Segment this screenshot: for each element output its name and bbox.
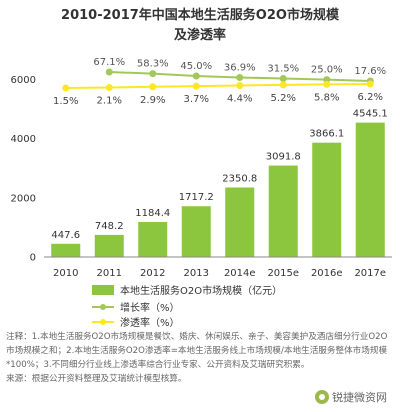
bar (181, 206, 211, 257)
chart-title-line1: 2010-2017年中国本地生活服务O2O市场规模 (61, 7, 340, 23)
y-tick-label: 0 (30, 253, 36, 264)
bar-value-label: 3091.8 (266, 152, 301, 163)
watermark: 锐捷微资网 (312, 388, 390, 406)
growth-rate-label: 31.5% (267, 63, 299, 74)
penetration-rate-point (279, 81, 287, 89)
penetration-rate-label: 5.8% (314, 92, 339, 103)
penetration-rate-label: 6.2% (358, 92, 383, 103)
penetration-rate-point (192, 82, 200, 90)
penetration-rate-point (149, 83, 157, 91)
penetration-rate-line (65, 83, 371, 89)
growth-rate-label: 17.6% (354, 66, 386, 77)
penetration-rate-label: 1.5% (53, 96, 78, 107)
bar (138, 221, 168, 257)
chart-notes: 注释：1.本地生活服务O2O市场规模是餐饮、婚庆、休闲娱乐、亲子、美容美护及酒店… (6, 330, 394, 386)
penetration-rate-point (105, 83, 113, 91)
growth-rate-point (192, 72, 200, 80)
bar-series (51, 122, 385, 257)
x-tick-label: 2014e (224, 268, 256, 279)
penetration-rate-point (323, 80, 331, 88)
bar (51, 243, 81, 257)
x-tick-label: 2017e (354, 268, 386, 279)
watermark-text: 锐捷微资网 (332, 391, 387, 404)
x-tick-label: 2012 (140, 268, 165, 279)
bar (355, 122, 385, 257)
bar-value-label: 1184.4 (135, 208, 170, 219)
penetration-rate-label: 2.9% (140, 95, 165, 106)
growth-rate-point (105, 68, 113, 76)
legend-label-penetration: 渗透率（%） (120, 316, 180, 329)
x-tick-label: 2015e (267, 268, 299, 279)
bar (268, 165, 298, 257)
penetration-rate-label: 5.2% (271, 93, 296, 104)
bar-value-label: 3866.1 (309, 129, 344, 140)
x-tick-label: 2010 (53, 268, 78, 279)
penetration-rate-point (236, 82, 244, 90)
chart: 2010-2017年中国本地生活服务O2O市场规模 及渗透率 0 2000 4000… (11, 7, 392, 329)
legend: 本地生活服务O2O市场规模（亿元） 增长率（%） 渗透率（%） (92, 284, 282, 329)
y-axis: 0 2000 4000 6000 (11, 75, 36, 263)
x-axis: 2010 2011 2012 2013 2014e 2015e 2016e 2017e (44, 256, 392, 279)
source-text: 来源：根据公开资料整理及艾瑞统计模型核算。 (6, 374, 187, 384)
growth-rate-label: 58.3% (137, 59, 169, 70)
penetration-rate-label: 4.4% (227, 94, 252, 105)
growth-rate-point (279, 74, 287, 82)
growth-rate-label: 25.0% (311, 65, 343, 76)
growth-rate-point (236, 73, 244, 81)
x-tick-label: 2013 (184, 268, 209, 279)
legend-swatch-growth-marker (100, 304, 106, 310)
penetration-rate-point (62, 84, 70, 92)
growth-rate-label: 36.9% (224, 62, 256, 73)
bar (225, 187, 255, 257)
bar-value-label: 1717.2 (179, 192, 214, 203)
legend-swatch-market-size (92, 285, 114, 295)
penetration-rate-series: 1.5% 2.1% 2.9% 3.7% 4.4% 5.2% 5.8% 6.2% (53, 80, 383, 107)
bar (312, 142, 342, 257)
penetration-rate-label: 3.7% (184, 94, 209, 105)
legend-swatch-penetration-marker (100, 319, 106, 325)
bar (94, 234, 124, 257)
bar-value-label: 447.6 (51, 230, 80, 241)
growth-rate-label: 67.1% (93, 57, 125, 68)
growth-rate-point (149, 70, 157, 78)
bar-value-label: 2350.8 (222, 173, 257, 184)
penetration-rate-point (366, 80, 374, 88)
watermark-icon (315, 390, 329, 404)
bar-value-label: 748.2 (95, 221, 124, 232)
note-text: 注释：1.本地生活服务O2O市场规模是餐饮、婚庆、休闲娱乐、亲子、美容美护及酒店… (6, 332, 388, 370)
penetration-rate-label: 2.1% (97, 95, 122, 106)
legend-label-market-size: 本地生活服务O2O市场规模（亿元） (120, 284, 282, 297)
bar-value-labels: 447.6 748.2 1184.4 1717.2 2350.8 3091.8 3866.1… (51, 109, 387, 241)
x-tick-label: 2016e (311, 268, 343, 279)
y-tick-label: 2000 (11, 193, 36, 204)
x-tick-label: 2011 (97, 268, 122, 279)
chart-title-line2: 及渗透率 (174, 27, 226, 43)
y-tick-label: 6000 (11, 75, 36, 86)
growth-rate-label: 45.0% (180, 61, 212, 72)
growth-rate-series: 67.1% 58.3% 45.0% 36.9% 31.5% 25.0% 17.6% (93, 57, 386, 85)
bar-value-label: 4545.1 (353, 109, 388, 120)
legend-label-growth: 增长率（%） (120, 301, 180, 314)
y-tick-label: 4000 (11, 134, 36, 145)
